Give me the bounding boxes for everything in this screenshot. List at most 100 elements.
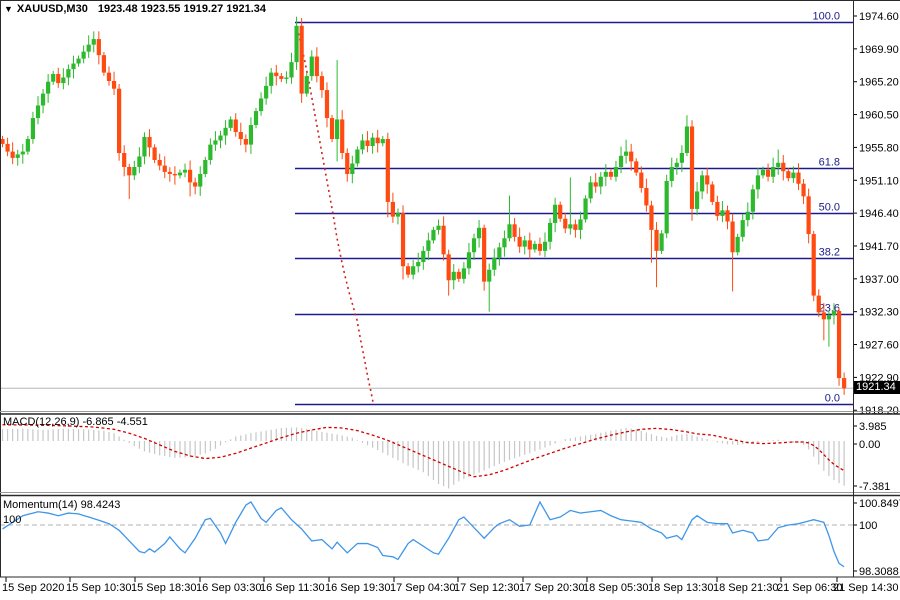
candle bbox=[573, 219, 578, 238]
candle bbox=[715, 195, 720, 221]
candle bbox=[694, 182, 700, 216]
candle bbox=[15, 149, 20, 166]
candle bbox=[96, 31, 101, 65]
candle bbox=[340, 110, 345, 160]
momentum-tick-label: 100.8497 bbox=[859, 498, 900, 510]
candle bbox=[248, 117, 254, 154]
macd-histogram bbox=[1, 427, 845, 489]
candle bbox=[411, 260, 416, 280]
candle bbox=[755, 167, 761, 199]
momentum-axis: 100.8497 100 98.3088 bbox=[853, 498, 900, 578]
candle bbox=[365, 131, 370, 153]
candle bbox=[659, 230, 664, 255]
price-tick-label: 1932.30 bbox=[859, 307, 899, 319]
candle bbox=[542, 232, 548, 258]
candle bbox=[811, 230, 816, 302]
candle bbox=[35, 96, 41, 125]
time-tick-label: 18 Sep 05:30 bbox=[583, 582, 648, 594]
momentum-line bbox=[2, 500, 845, 568]
candle bbox=[735, 233, 740, 256]
time-tick-label: 17 Sep 12:30 bbox=[454, 582, 519, 594]
candle bbox=[314, 47, 319, 83]
candle bbox=[613, 160, 619, 182]
candle bbox=[395, 208, 401, 225]
candle bbox=[492, 248, 497, 276]
candle bbox=[527, 232, 532, 259]
candle bbox=[563, 212, 568, 234]
candle bbox=[304, 72, 309, 97]
momentum-tick-label: 98.3088 bbox=[859, 566, 899, 578]
price-tick-label: 1974.60 bbox=[859, 11, 899, 23]
ohlc-values: 1923.48 1923.55 1919.27 1921.34 bbox=[97, 3, 267, 15]
candle bbox=[593, 173, 598, 193]
candle bbox=[476, 220, 482, 248]
candle bbox=[91, 31, 96, 53]
candle bbox=[137, 147, 142, 174]
candle bbox=[426, 232, 431, 261]
candle bbox=[745, 202, 750, 227]
candle bbox=[537, 237, 543, 256]
candle bbox=[608, 168, 613, 180]
candle bbox=[264, 76, 269, 105]
candle bbox=[588, 176, 593, 204]
macd-tick-label: 3.985 bbox=[859, 421, 887, 433]
candle bbox=[710, 181, 715, 206]
candle bbox=[294, 16, 299, 70]
candle bbox=[558, 201, 563, 222]
candle bbox=[821, 303, 826, 341]
candle bbox=[466, 242, 472, 275]
candle bbox=[258, 92, 264, 116]
candle bbox=[117, 84, 122, 161]
candle bbox=[522, 235, 527, 255]
candle bbox=[208, 138, 213, 165]
candle bbox=[831, 303, 837, 325]
momentum-value: 98.4243 bbox=[77, 499, 121, 511]
candle bbox=[618, 146, 624, 174]
price-tick-label: 1946.40 bbox=[859, 208, 899, 220]
candle bbox=[81, 45, 86, 64]
price-axis: 1974.60 1969.90 1965.20 1960.50 1955.80 1951.… bbox=[853, 11, 899, 417]
candle bbox=[441, 216, 446, 261]
candle bbox=[421, 246, 426, 270]
candle bbox=[796, 163, 801, 190]
candle bbox=[5, 137, 10, 157]
candles bbox=[0, 16, 847, 395]
candle bbox=[335, 60, 340, 162]
candle bbox=[274, 64, 279, 86]
candle bbox=[720, 201, 725, 223]
candle bbox=[284, 71, 289, 84]
candle bbox=[826, 310, 832, 347]
candle bbox=[122, 145, 127, 177]
candle bbox=[162, 156, 167, 179]
candle bbox=[771, 157, 776, 183]
candle bbox=[629, 143, 634, 171]
candle bbox=[705, 167, 710, 194]
candle bbox=[730, 213, 735, 292]
candle bbox=[66, 64, 71, 86]
price-tick-label: 1951.10 bbox=[859, 175, 899, 187]
candle bbox=[776, 149, 781, 175]
time-tick-label: 15 Sep 18:30 bbox=[131, 582, 196, 594]
candle bbox=[56, 67, 61, 88]
candle bbox=[725, 205, 730, 230]
price-tick-label: 1937.00 bbox=[859, 274, 899, 286]
candle bbox=[177, 169, 183, 179]
fib-label: 100.0 bbox=[812, 11, 840, 23]
macd-signal-line bbox=[2, 424, 845, 478]
symbol-timeframe: XAUUSD,M30 bbox=[16, 3, 88, 15]
candle bbox=[791, 166, 796, 183]
candle bbox=[517, 227, 522, 253]
fib-label: 50.0 bbox=[819, 202, 840, 214]
candle bbox=[25, 135, 30, 155]
time-axis[interactable]: 15 Sep 2020 15 Sep 10:30 15 Sep 18:30 16 Se… bbox=[2, 577, 898, 594]
candle bbox=[329, 114, 335, 143]
candle bbox=[370, 132, 375, 154]
candle bbox=[243, 134, 248, 153]
time-tick-label: 16 Sep 11:30 bbox=[260, 582, 325, 594]
candle bbox=[61, 68, 66, 90]
candle bbox=[700, 170, 705, 200]
candle bbox=[380, 135, 385, 147]
candle bbox=[431, 226, 436, 244]
symbol-dropdown-icon[interactable]: ▼ bbox=[4, 4, 13, 14]
